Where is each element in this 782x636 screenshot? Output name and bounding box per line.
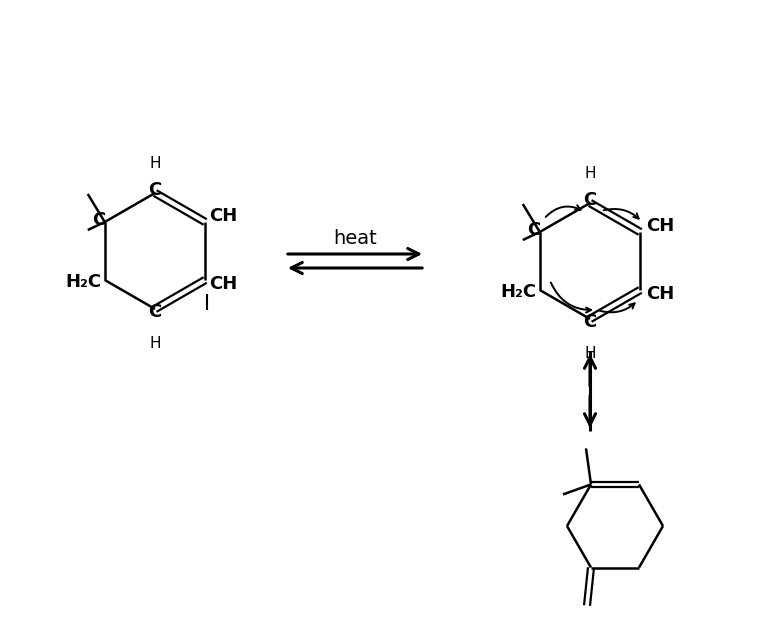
Text: H₂C: H₂C bbox=[500, 283, 536, 301]
Text: CH: CH bbox=[209, 207, 238, 225]
Text: C: C bbox=[583, 313, 597, 331]
Text: H: H bbox=[149, 336, 161, 350]
Text: CH: CH bbox=[209, 275, 238, 293]
Text: CH: CH bbox=[646, 285, 674, 303]
Text: C: C bbox=[92, 211, 106, 229]
Text: C: C bbox=[583, 191, 597, 209]
Text: H: H bbox=[149, 155, 161, 170]
Text: C: C bbox=[527, 221, 540, 239]
Text: CH: CH bbox=[646, 217, 674, 235]
Text: C: C bbox=[149, 303, 162, 321]
Text: heat: heat bbox=[333, 230, 377, 249]
Text: H₂C: H₂C bbox=[66, 273, 102, 291]
Text: C: C bbox=[149, 181, 162, 199]
Text: H: H bbox=[584, 165, 596, 181]
Text: H: H bbox=[584, 345, 596, 361]
